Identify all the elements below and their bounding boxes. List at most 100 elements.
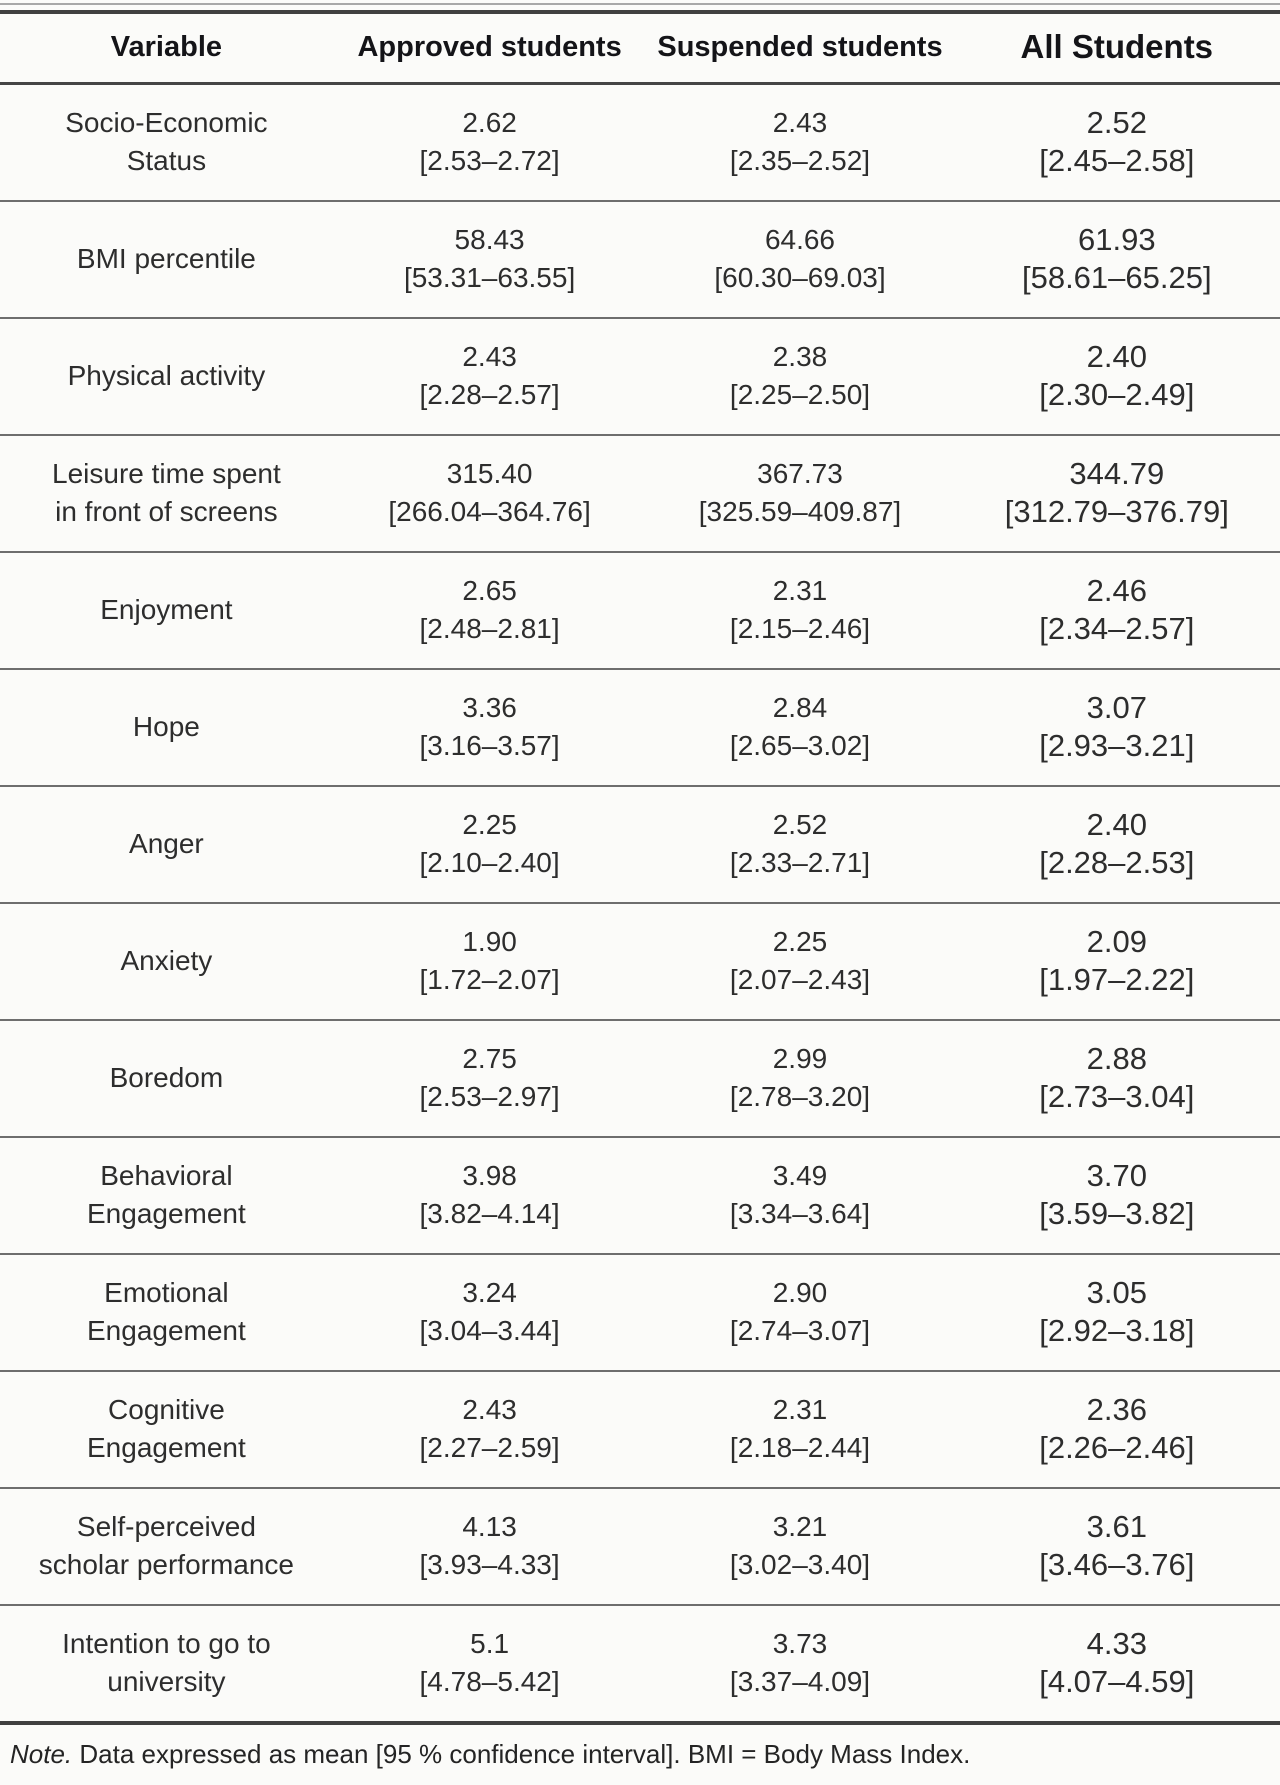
variable-label: BMI percentile [76, 243, 256, 274]
mean-value: 2.52 [772, 809, 828, 840]
confidence-interval-value: [3.93–4.33] [419, 1549, 560, 1580]
mean-value: 2.31 [772, 1394, 828, 1425]
variable-cell: Leisure time spent in front of screens [0, 435, 333, 553]
confidence-interval-value: [3.59–3.82] [1039, 1196, 1195, 1231]
suspended-students-cell: 64.66 [60.30–69.03] [646, 201, 954, 319]
confidence-interval-value: [2.35–2.52] [729, 145, 871, 176]
approved-students-cell: 2.75 [2.53–2.97] [332, 1020, 647, 1138]
table-top-thin-rule [0, 3, 1280, 5]
confidence-interval-value: [53.31–63.55] [403, 262, 576, 293]
approved-students-cell: 1.90 [1.72–2.07] [332, 903, 647, 1021]
mean-value: 2.75 [462, 1043, 517, 1074]
suspended-students-cell: 3.49 [3.34–3.64] [646, 1137, 954, 1255]
table-row: Self-perceived scholar performance 4.13 [3… [0, 1488, 1280, 1606]
confidence-interval-value: [2.28–2.53] [1039, 845, 1195, 880]
approved-students-cell: 4.13 [3.93–4.33] [332, 1488, 647, 1606]
confidence-interval-value: [3.46–3.76] [1039, 1547, 1195, 1582]
mean-value: 3.49 [772, 1160, 828, 1191]
variable-cell: Socio-Economic Status [0, 83, 333, 202]
all-students-cell: 2.09 [1.97–2.22] [953, 903, 1280, 1021]
mean-value: 3.07 [1086, 690, 1147, 725]
table-row: Cognitive Engagement 2.43 [2.27–2.59] 2.31 [… [0, 1371, 1280, 1489]
all-students-cell: 2.46 [2.34–2.57] [953, 552, 1280, 670]
variables-summary-table: Variable Approved students Suspended stu… [0, 10, 1280, 1725]
variable-cell: Anxiety [0, 903, 333, 1021]
confidence-interval-value: [1.97–2.22] [1039, 962, 1195, 997]
suspended-students-cell: 2.84 [2.65–3.02] [646, 669, 954, 787]
mean-value: 2.40 [1086, 807, 1147, 842]
confidence-interval-value: [2.27–2.59] [419, 1432, 560, 1463]
confidence-interval-value: [2.73–3.04] [1039, 1079, 1195, 1114]
confidence-interval-value: [3.37–4.09] [729, 1666, 871, 1697]
variable-label: Enjoyment [100, 594, 233, 625]
all-students-cell: 3.70 [3.59–3.82] [953, 1137, 1280, 1255]
mean-value: 3.98 [462, 1160, 517, 1191]
mean-value: 2.90 [772, 1277, 828, 1308]
table-row: Socio-Economic Status 2.62 [2.53–2.72] 2.43… [0, 83, 1280, 202]
all-students-cell: 3.61 [3.46–3.76] [953, 1488, 1280, 1606]
approved-students-cell: 3.98 [3.82–4.14] [332, 1137, 647, 1255]
confidence-interval-value: [2.74–3.07] [729, 1315, 871, 1346]
approved-students-cell: 2.65 [2.48–2.81] [332, 552, 647, 670]
suspended-students-cell: 2.38 [2.25–2.50] [646, 318, 954, 436]
mean-value: 315.40 [446, 458, 533, 489]
all-students-cell: 2.52 [2.45–2.58] [953, 83, 1280, 202]
mean-value: 58.43 [454, 224, 525, 255]
confidence-interval-value: [3.16–3.57] [419, 730, 560, 761]
approved-students-cell: 3.24 [3.04–3.44] [332, 1254, 647, 1372]
confidence-interval-value: [2.78–3.20] [729, 1081, 871, 1112]
confidence-interval-value: [2.65–3.02] [729, 730, 871, 761]
suspended-students-cell: 2.90 [2.74–3.07] [646, 1254, 954, 1372]
mean-value: 64.66 [764, 224, 836, 255]
confidence-interval-value: [2.93–3.21] [1039, 728, 1195, 763]
col-header-approved: Approved students [332, 12, 647, 85]
suspended-students-cell: 2.52 [2.33–2.71] [646, 786, 954, 904]
col-header-suspended: Suspended students [646, 12, 954, 85]
suspended-students-cell: 2.31 [2.18–2.44] [646, 1371, 954, 1489]
variable-cell: BMI percentile [0, 201, 333, 319]
confidence-interval-value: [3.82–4.14] [419, 1198, 560, 1229]
mean-value: 2.09 [1086, 924, 1147, 959]
mean-value: 3.61 [1086, 1509, 1147, 1544]
mean-value: 61.93 [1078, 222, 1156, 257]
variable-label: Hope [132, 711, 200, 742]
mean-value: 3.70 [1086, 1158, 1147, 1193]
approved-students-cell: 2.62 [2.53–2.72] [332, 83, 647, 202]
approved-students-cell: 2.43 [2.28–2.57] [332, 318, 647, 436]
mean-value: 2.38 [772, 341, 828, 372]
suspended-students-cell: 3.73 [3.37–4.09] [646, 1605, 953, 1723]
mean-value: 2.62 [462, 107, 517, 138]
confidence-interval-value: [2.15–2.46] [729, 613, 871, 644]
all-students-cell: 3.07 [2.93–3.21] [953, 669, 1280, 787]
variable-label: Boredom [109, 1062, 224, 1093]
confidence-interval-value: [60.30–69.03] [714, 262, 886, 293]
all-students-cell: 2.40 [2.28–2.53] [953, 786, 1280, 904]
variable-cell: Anger [0, 786, 333, 904]
all-students-cell: 2.40 [2.30–2.49] [953, 318, 1280, 436]
confidence-interval-value: [2.25–2.50] [729, 379, 871, 410]
confidence-interval-value: [1.72–2.07] [419, 964, 560, 995]
all-students-cell: 3.05 [2.92–3.18] [953, 1254, 1280, 1372]
confidence-interval-value: [2.33–2.71] [729, 847, 871, 878]
confidence-interval-value: [2.10–2.40] [419, 847, 560, 878]
variable-cell: Self-perceived scholar performance [0, 1488, 333, 1606]
confidence-interval-value: [2.18–2.44] [729, 1432, 871, 1463]
confidence-interval-value: [3.02–3.40] [729, 1549, 871, 1580]
confidence-interval-value: [3.04–3.44] [419, 1315, 560, 1346]
table-row: Boredom 2.75 [2.53–2.97] 2.99 [2.78–3.20] 2.8… [0, 1020, 1280, 1138]
confidence-interval-value: [4.78–5.42] [419, 1666, 560, 1697]
approved-students-cell: 315.40 [266.04–364.76] [332, 435, 647, 553]
table-row: Intention to go to university 5.1 [4.78–5.… [0, 1605, 1280, 1723]
confidence-interval-value: [2.53–2.72] [419, 145, 560, 176]
mean-value: 4.13 [462, 1511, 517, 1542]
approved-students-cell: 58.43 [53.31–63.55] [332, 201, 647, 319]
approved-students-cell: 5.1 [4.78–5.42] [333, 1605, 647, 1723]
variable-cell: Cognitive Engagement [0, 1371, 333, 1489]
mean-value: 2.84 [772, 692, 828, 723]
col-header-all-students: All Students [953, 12, 1280, 85]
suspended-students-cell: 2.25 [2.07–2.43] [646, 903, 954, 1021]
mean-value: 5.1 [470, 1628, 510, 1659]
confidence-interval-value: [2.30–2.49] [1039, 377, 1195, 412]
variable-cell: Enjoyment [0, 552, 333, 670]
variable-label: Intention to go to university [62, 1628, 271, 1697]
